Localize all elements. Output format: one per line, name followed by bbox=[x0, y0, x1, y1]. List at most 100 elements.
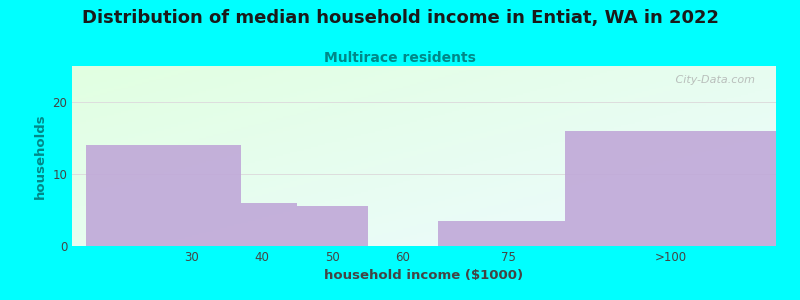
Bar bbox=[537, 199, 544, 201]
Bar bbox=[326, 95, 333, 97]
Bar bbox=[276, 185, 283, 187]
Bar bbox=[691, 232, 698, 233]
Bar bbox=[374, 188, 382, 190]
Bar bbox=[726, 89, 734, 91]
Bar bbox=[122, 219, 128, 221]
Bar bbox=[459, 226, 466, 228]
Bar bbox=[530, 233, 537, 235]
Bar bbox=[255, 82, 262, 84]
Bar bbox=[227, 194, 234, 196]
Bar bbox=[255, 176, 262, 178]
Bar bbox=[600, 230, 607, 232]
Bar bbox=[311, 133, 318, 134]
Bar bbox=[558, 232, 565, 233]
Bar bbox=[656, 149, 663, 151]
Bar bbox=[227, 73, 234, 75]
Bar bbox=[93, 68, 100, 70]
Bar bbox=[726, 138, 734, 140]
Bar bbox=[706, 214, 713, 215]
Bar bbox=[128, 133, 135, 134]
Bar bbox=[650, 70, 656, 71]
Bar bbox=[572, 111, 579, 113]
Bar bbox=[621, 196, 628, 197]
Bar bbox=[550, 154, 558, 156]
Bar bbox=[706, 203, 713, 205]
Bar bbox=[283, 190, 290, 192]
Bar bbox=[691, 125, 698, 127]
Bar bbox=[755, 241, 762, 242]
Bar bbox=[762, 122, 769, 124]
Bar bbox=[283, 233, 290, 235]
Bar bbox=[480, 122, 487, 124]
Bar bbox=[150, 205, 157, 206]
Bar bbox=[558, 125, 565, 127]
Bar bbox=[122, 120, 128, 122]
Bar bbox=[720, 217, 726, 219]
Bar bbox=[530, 190, 537, 192]
Bar bbox=[262, 214, 269, 215]
Bar bbox=[170, 84, 178, 86]
Bar bbox=[382, 203, 389, 205]
Bar bbox=[170, 224, 178, 226]
Bar bbox=[192, 215, 198, 217]
Bar bbox=[396, 140, 403, 142]
Bar bbox=[192, 91, 198, 93]
Bar bbox=[417, 124, 424, 125]
Bar bbox=[170, 237, 178, 239]
Bar bbox=[698, 208, 706, 210]
Bar bbox=[642, 100, 650, 102]
Bar bbox=[198, 241, 206, 242]
Bar bbox=[128, 66, 135, 68]
Bar bbox=[86, 116, 93, 118]
Bar bbox=[417, 151, 424, 152]
Bar bbox=[474, 219, 480, 221]
Bar bbox=[593, 115, 600, 116]
Bar bbox=[163, 244, 170, 246]
Bar bbox=[522, 190, 530, 192]
Bar bbox=[368, 134, 374, 136]
Bar bbox=[670, 113, 678, 115]
Bar bbox=[403, 106, 410, 107]
Bar bbox=[642, 214, 650, 215]
Bar bbox=[494, 217, 502, 219]
Bar bbox=[178, 190, 185, 192]
Bar bbox=[410, 199, 417, 201]
Bar bbox=[86, 212, 93, 214]
Bar bbox=[706, 241, 713, 242]
Bar bbox=[318, 197, 326, 199]
Bar bbox=[741, 205, 748, 206]
Bar bbox=[72, 86, 79, 88]
Bar bbox=[382, 145, 389, 147]
Bar bbox=[262, 232, 269, 233]
Bar bbox=[424, 88, 431, 89]
Bar bbox=[550, 172, 558, 174]
Bar bbox=[734, 183, 741, 185]
Bar bbox=[474, 97, 480, 98]
Bar bbox=[220, 226, 227, 228]
Bar bbox=[515, 215, 522, 217]
Bar bbox=[339, 88, 346, 89]
Bar bbox=[650, 215, 656, 217]
Bar bbox=[474, 133, 480, 134]
Bar bbox=[248, 244, 255, 246]
Bar bbox=[494, 84, 502, 86]
Bar bbox=[396, 188, 403, 190]
Bar bbox=[678, 190, 685, 192]
Bar bbox=[748, 232, 755, 233]
Bar bbox=[656, 68, 663, 70]
Bar bbox=[424, 185, 431, 187]
Bar bbox=[410, 163, 417, 165]
Bar bbox=[206, 167, 213, 169]
Bar bbox=[72, 179, 79, 181]
Bar bbox=[663, 165, 670, 167]
Bar bbox=[466, 197, 474, 199]
Bar bbox=[241, 122, 248, 124]
Bar bbox=[262, 122, 269, 124]
Bar bbox=[213, 172, 220, 174]
Bar bbox=[213, 104, 220, 106]
Bar bbox=[748, 120, 755, 122]
Bar bbox=[607, 187, 614, 188]
Bar bbox=[431, 122, 438, 124]
Bar bbox=[206, 170, 213, 172]
Bar bbox=[150, 95, 157, 97]
